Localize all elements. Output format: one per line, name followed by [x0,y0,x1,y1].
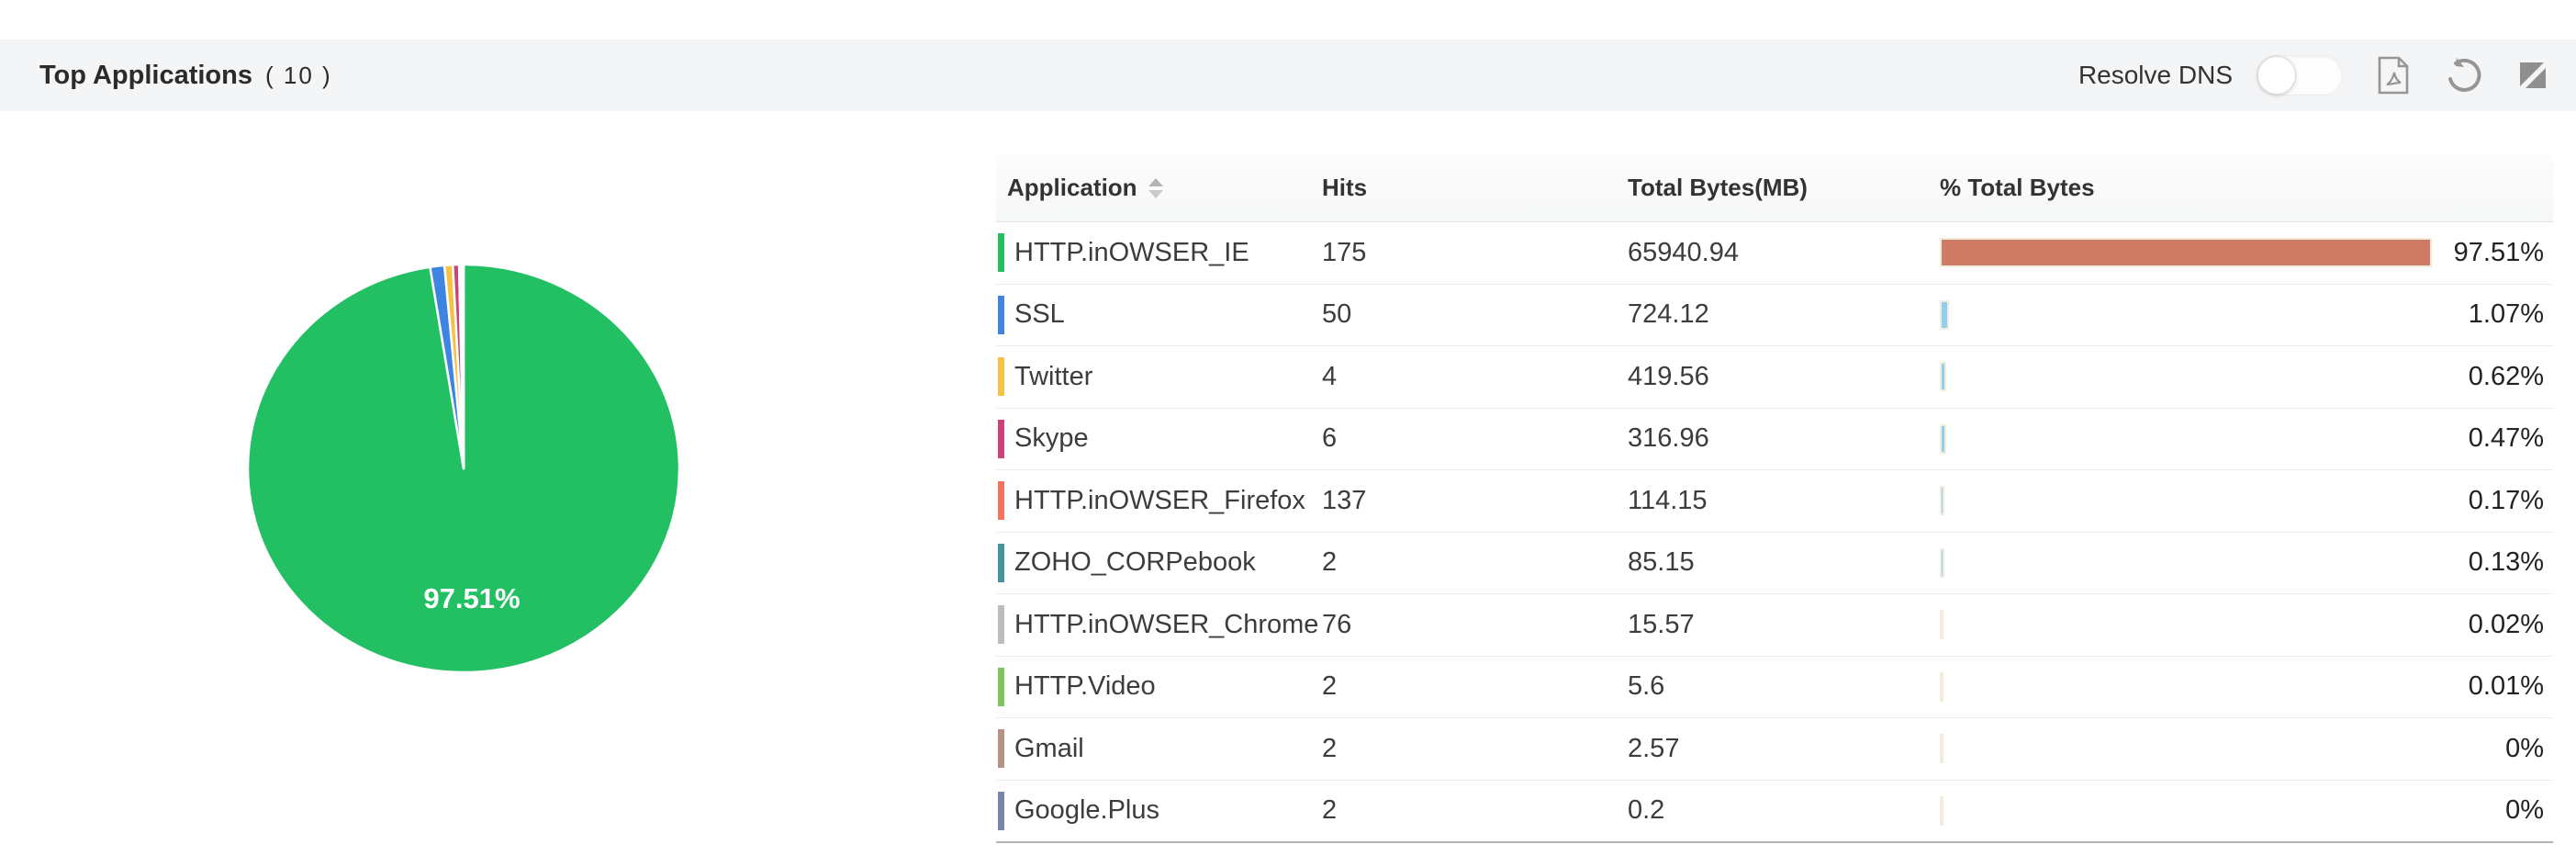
toggle-knob [2257,56,2296,95]
pdf-export-icon[interactable] [2374,55,2413,96]
table-body: HTTP.inOWSER_IE 175 65940.94 97.51% SSL … [996,222,2553,843]
app-legend-color-bar [998,791,1004,830]
resolve-dns-label: Resolve DNS [2078,61,2233,89]
column-header-pct-total-bytes[interactable]: % Total Bytes [1940,174,2095,201]
app-name-cell: Google.Plus [1014,795,1159,826]
pct-bytes-value: 1.07% [2468,299,2544,330]
hits-cell: 137 [1322,485,1367,515]
pct-bytes-value: 0% [2505,733,2544,763]
column-header-total-bytes[interactable]: Total Bytes(MB) [1628,174,1808,201]
app-name-cell: SSL [1014,299,1065,330]
table-row[interactable]: HTTP.inOWSER_IE 175 65940.94 97.51% [996,222,2553,285]
page-title-count: ( 10 ) [265,61,332,89]
table-row[interactable]: ZOHO_CORPebook 2 85.15 0.13% [996,532,2553,594]
hits-cell: 2 [1322,671,1338,702]
pct-bytes-bar [1940,671,1944,702]
total-bytes-cell: 316.96 [1628,423,1709,454]
pct-bytes-bar [1940,362,1947,391]
sort-icon [1148,177,1163,198]
app-name-cell: HTTP.inOWSER_Chrome [1014,609,1319,639]
hits-cell: 76 [1322,609,1352,639]
table-row[interactable]: HTTP.Video 2 5.6 0.01% [996,656,2553,718]
hits-cell: 2 [1322,795,1338,826]
pct-bytes-bar [1940,547,1944,578]
expand-collapse-icon[interactable] [2514,55,2552,96]
page-title: Top Applications [39,60,252,90]
hits-cell: 50 [1322,299,1352,330]
hits-cell: 2 [1322,547,1338,578]
hits-cell: 2 [1322,733,1338,763]
table-row[interactable]: Gmail 2 2.57 0% [996,718,2553,781]
pct-bytes-value: 97.51% [2453,237,2544,267]
pct-bytes-bar [1940,795,1943,826]
table-row[interactable]: Skype 6 316.96 0.47% [996,408,2553,470]
pie-slice-label: 97.51% [423,582,520,614]
total-bytes-cell: 5.6 [1628,671,1665,702]
total-bytes-cell: 85.15 [1628,547,1695,578]
hits-cell: 4 [1322,361,1338,391]
pct-bytes-bar [1940,299,1949,330]
total-bytes-cell: 2.57 [1628,733,1680,763]
pct-bytes-bar [1940,734,1943,763]
app-name-cell: Gmail [1014,733,1084,763]
column-header-hits[interactable]: Hits [1322,174,1368,201]
table-row[interactable]: HTTP.inOWSER_Firefox 137 114.15 0.17% [996,470,2553,533]
table-header-row: Application Hits Total Bytes(MB) % Total… [996,154,2553,222]
pct-bytes-bar [1940,610,1944,639]
top-applications-pie-chart: 97.51% [0,111,996,864]
pct-bytes-value: 0.62% [2468,361,2544,391]
app-legend-color-bar [998,233,1004,272]
resolve-dns-toggle[interactable] [2257,55,2343,96]
app-name-cell: HTTP.inOWSER_IE [1014,237,1249,267]
app-name-cell: HTTP.Video [1014,671,1156,702]
table-row[interactable]: SSL 50 724.12 1.07% [996,284,2553,346]
app-legend-color-bar [998,543,1004,582]
pct-bytes-value: 0.02% [2468,609,2544,639]
pct-bytes-value: 0.17% [2468,485,2544,515]
app-name-cell: Twitter [1014,361,1093,391]
pct-bytes-bar [1940,238,2433,267]
app-name-cell: HTTP.inOWSER_Firefox [1014,485,1305,515]
pct-bytes-value: 0.13% [2468,547,2544,578]
app-legend-color-bar [998,605,1004,644]
app-legend-color-bar [998,729,1004,768]
total-bytes-cell: 15.57 [1628,609,1695,639]
widget-titlebar: Top Applications ( 10 ) Resolve DNS [0,39,2576,111]
pct-bytes-bar [1940,423,1946,454]
top-applications-table: Application Hits Total Bytes(MB) % Total… [996,154,2553,843]
total-bytes-cell: 724.12 [1628,299,1709,330]
app-name-cell: ZOHO_CORPebook [1014,547,1256,578]
hits-cell: 6 [1322,423,1338,454]
column-header-application[interactable]: Application [1007,154,1163,221]
total-bytes-cell: 0.2 [1628,795,1665,826]
total-bytes-cell: 114.15 [1628,485,1708,515]
table-row[interactable]: Twitter 4 419.56 0.62% [996,346,2553,409]
app-name-cell: Skype [1014,423,1089,454]
refresh-icon[interactable] [2444,55,2482,96]
table-row[interactable]: HTTP.inOWSER_Chrome 76 15.57 0.02% [996,594,2553,657]
app-legend-color-bar [998,667,1004,706]
app-legend-color-bar [998,481,1004,520]
pct-bytes-value: 0.01% [2468,671,2544,702]
table-row[interactable]: Google.Plus 2 0.2 0% [996,780,2553,843]
total-bytes-cell: 65940.94 [1628,237,1739,267]
total-bytes-cell: 419.56 [1628,361,1709,391]
pct-bytes-value: 0% [2505,795,2544,826]
pct-bytes-bar [1940,486,1944,515]
titlebar-actions: Resolve DNS [2078,39,2552,111]
app-legend-color-bar [998,295,1004,334]
app-legend-color-bar [998,419,1004,458]
pct-bytes-value: 0.47% [2468,423,2544,454]
app-legend-color-bar [998,357,1004,396]
hits-cell: 175 [1322,237,1367,267]
